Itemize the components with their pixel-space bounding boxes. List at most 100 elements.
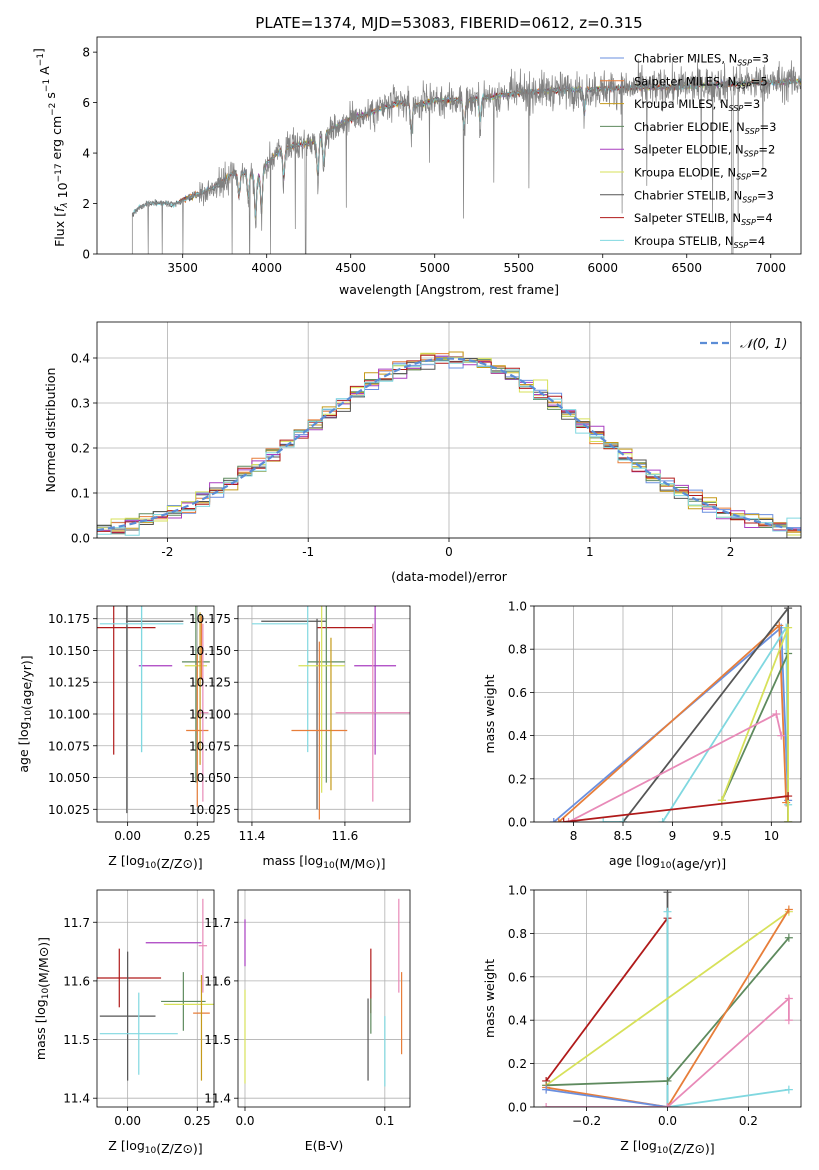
x-tick-label: 5500 [503,261,534,275]
label-part: λ [60,202,70,208]
legend: 𝒩(0, 1) [700,337,787,352]
x-tick-label: 0.25 [184,829,211,843]
y-tick-label: 10.125 [189,676,231,690]
weight-marker [784,933,793,942]
plot-area [131,59,801,254]
label-part: (Z/Z⊙)] [156,1141,202,1156]
legend-label-text: Salpeter ELODIE, N [634,143,744,157]
legend-label-text: Chabrier ELODIE, N [634,120,745,134]
label-part: 10 [323,861,335,871]
y-tick-label: 11.6 [204,974,231,988]
legend-label: Salpeter STELIB, NSSP=4 [634,211,773,227]
weight-line [545,909,790,1107]
x-tick-label: 0.1 [375,1114,394,1128]
x-tick-label: 11.6 [332,829,359,843]
x-tick-label: 9 [669,829,677,843]
x-tick-label: 0.00 [114,829,141,843]
weight-marker [663,890,672,897]
label-part: erg cm [49,116,64,164]
weight-line [563,795,789,822]
y-axis-label: mass weight [482,674,497,753]
weight-marker [784,792,793,801]
label-part: ] [31,48,46,53]
y-axis-label: Normed distribution [43,368,58,493]
legend-label-tail: =4 [748,234,765,248]
axes-age-vs-Z: 0.00 0.25 10.025 10.050 10.075 10.100 10.125 10… [16,605,215,871]
y-tick-label: 8 [82,46,90,60]
plot-area [97,606,210,814]
x-tick-label: 9.5 [712,829,731,843]
y-tick-label: 11.5 [204,1033,231,1047]
label-part: log [641,853,660,868]
legend-label: Kroupa ELODIE, NSSP=2 [634,166,768,182]
y-tick-label: 0.4 [71,352,90,366]
label-part: (age/yr)] [671,856,726,871]
weight-marker [619,818,627,822]
y-tick-label: 1.0 [508,600,527,614]
axes-age-vs-mass: 11.4 11.6 10.025 10.050 10.075 10.100 10.125 10… [189,605,411,871]
x-axis-label: Z [log10(Z/Z⊙)] [620,1138,714,1156]
weight-marker [772,710,781,718]
weight-marker [549,818,558,822]
weight-marker [663,1076,672,1085]
legend-label: Chabrier MILES, NSSP=3 [634,52,769,68]
x-tick-label: 0.2 [739,1114,758,1128]
normal-curve [97,357,801,532]
legend-label-tail: =4 [756,211,773,225]
x-tick-label: −0.2 [572,1114,601,1128]
y-tick-label: 0.6 [508,686,527,700]
weight-line [545,910,790,1087]
label-part: log [126,853,145,868]
weight-marker [784,905,793,914]
x-tick-label: 0 [445,545,453,559]
x-tick-label: 0.0 [235,1114,254,1128]
axes-mass-vs-EBV: 0.0 0.1 11.4 11.5 11.6 11.7 E(B-V) [204,889,411,1153]
label-part: −1 [42,79,52,92]
y-tick-label: 6 [82,96,90,110]
gridlines [238,890,410,1107]
label-part: Z [ [108,853,125,868]
weight-marker [777,731,786,740]
x-axis-label: (data-model)/error [391,569,508,584]
y-tick-label: 0.2 [71,442,90,456]
y-tick-label: 10.100 [189,708,231,722]
label-part: (age/yr)] [19,655,34,710]
axes-frame [237,889,411,1108]
y-tick-label: 11.4 [63,1092,90,1106]
label-part: 10 [657,1146,669,1156]
weight-marker [775,621,784,630]
x-tick-label: 11.4 [239,829,266,843]
label-part: 10 [41,988,51,1000]
label-part: Z [ [108,1138,125,1153]
x-tick-label: 5000 [419,261,450,275]
x-tick-label: 3500 [167,261,198,275]
gridlines [238,606,410,822]
y-axis-label: mass weight [482,959,497,1038]
weight-marker [559,818,568,822]
legend-label: Chabrier ELODIE, NSSP=3 [634,120,776,136]
legend-label: Chabrier STELIB, NSSP=3 [634,188,774,204]
x-tick-label: 4500 [335,261,366,275]
y-tick-label: 10.050 [48,771,90,785]
x-axis-label: age [log10(age/yr)] [609,853,726,871]
x-tick-label: 2 [727,545,735,559]
legend-label-tail: =3 [743,97,760,111]
axes-mass-weight-vs-Z: −0.2 0.0 0.2 0.0 0.2 0.4 0.6 0.8 1.0 Z [log10(Z/Z… [482,884,802,1156]
legend-label-sub: SSP [742,195,757,204]
weight-line [545,917,669,1082]
weight-marker [663,1103,672,1107]
y-tick-label: 0.6 [508,970,527,984]
legend-label-tail: =3 [760,120,777,134]
label-part: 10 [55,182,70,202]
label-part: f [52,206,67,212]
y-tick-label: 1.0 [508,884,527,898]
label-part: mass [ [33,1018,48,1060]
weight-marker [564,818,573,822]
legend-label: Salpeter ELODIE, NSSP=2 [634,143,775,159]
weight-line [666,911,790,1107]
y-tick-label: 11.6 [63,974,90,988]
y-tick-label: 11.4 [204,1092,231,1106]
y-axis-label: mass [log10(M/M⊙)] [33,937,51,1060]
